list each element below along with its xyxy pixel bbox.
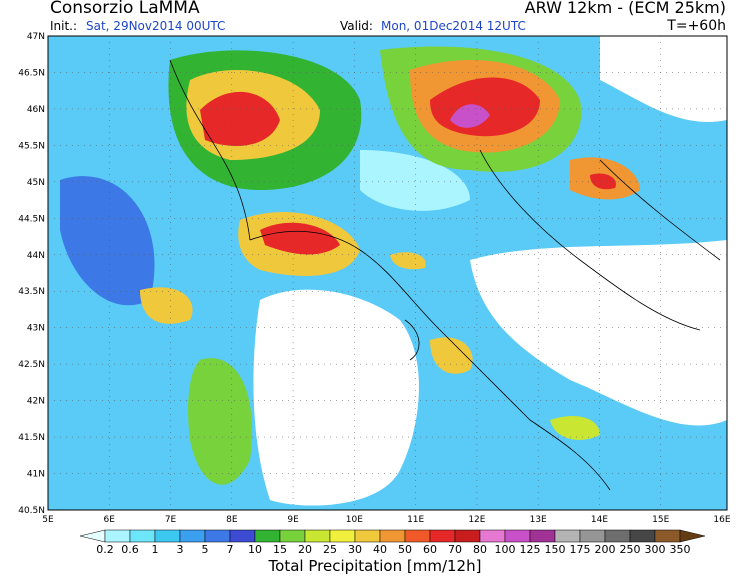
colorbar-label: 350 bbox=[670, 543, 691, 556]
lon-label: 5E bbox=[42, 515, 54, 525]
model: ARW 12km - (ECM 25km) bbox=[525, 0, 726, 17]
lon-label: 12E bbox=[468, 515, 485, 525]
lon-label: 13E bbox=[530, 515, 547, 525]
valid-label: Valid: bbox=[340, 19, 373, 33]
colorbar-swatch bbox=[304, 529, 331, 543]
colorbar-label: 1 bbox=[152, 543, 159, 556]
lat-label: 40.5N bbox=[18, 506, 45, 516]
colorbar-label: 7 bbox=[227, 543, 234, 556]
colorbar-title: Total Precipitation [mm/12h] bbox=[268, 557, 482, 575]
colorbar-label: 3 bbox=[177, 543, 184, 556]
colorbar-swatch bbox=[104, 529, 131, 543]
lon-label: 6E bbox=[104, 515, 116, 525]
init-label: Init.: bbox=[50, 19, 77, 33]
title: Consorzio LaMMA bbox=[50, 0, 200, 18]
colorbar-label: 250 bbox=[620, 543, 641, 556]
colorbar-swatch bbox=[179, 529, 206, 543]
colorbar-swatch bbox=[629, 529, 656, 543]
lon-label: 9E bbox=[287, 515, 299, 525]
colorbar-swatch bbox=[604, 529, 631, 543]
colorbar-swatch bbox=[379, 529, 406, 543]
lat-label: 41N bbox=[27, 470, 45, 480]
colorbar-swatch bbox=[579, 529, 606, 543]
colorbar-swatch bbox=[454, 529, 481, 543]
lat-label: 47N bbox=[27, 32, 45, 42]
colorbar-label: 0.6 bbox=[121, 543, 139, 556]
colorbar-swatch bbox=[504, 529, 531, 543]
colorbar-swatch bbox=[204, 529, 231, 543]
colorbar: 0.2 0.6 1 3 5 7 10 15 20 25 30 40 50 60 70 80 100 125 150 1… bbox=[79, 529, 706, 556]
colorbar-swatch bbox=[529, 529, 556, 543]
colorbar-label: 10 bbox=[248, 543, 262, 556]
colorbar-swatch bbox=[254, 529, 281, 543]
lat-label: 43N bbox=[27, 324, 45, 334]
colorbar-label: 200 bbox=[595, 543, 616, 556]
colorbar-label: 175 bbox=[570, 543, 591, 556]
lon-label: 14E bbox=[591, 515, 608, 525]
colorbar-label: 70 bbox=[448, 543, 462, 556]
lat-label: 41.5N bbox=[18, 433, 45, 443]
lat-label: 44.5N bbox=[18, 214, 45, 224]
lat-label: 44N bbox=[27, 251, 45, 261]
lat-label: 42.5N bbox=[18, 360, 45, 370]
colorbar-label: 25 bbox=[323, 543, 337, 556]
colorbar-swatch bbox=[279, 529, 306, 543]
colorbar-label: 80 bbox=[473, 543, 487, 556]
colorbar-label: 150 bbox=[545, 543, 566, 556]
lat-label: 46N bbox=[27, 105, 45, 115]
valid-date: Mon, 01Dec2014 12UTC bbox=[381, 19, 526, 33]
colorbar-label: 100 bbox=[495, 543, 516, 556]
colorbar-swatch bbox=[229, 529, 256, 543]
lon-label: 7E bbox=[165, 515, 177, 525]
colorbar-swatch bbox=[654, 529, 681, 543]
colorbar-label: 50 bbox=[398, 543, 412, 556]
colorbar-label: 20 bbox=[298, 543, 312, 556]
lat-label: 45.5N bbox=[18, 141, 45, 151]
colorbar-label: 5 bbox=[202, 543, 209, 556]
colorbar-swatch bbox=[329, 529, 356, 543]
lat-label: 43.5N bbox=[18, 287, 45, 297]
map-frame bbox=[47, 35, 728, 511]
lon-label: 11E bbox=[407, 515, 424, 525]
colorbar-swatch bbox=[404, 529, 431, 543]
colorbar-label: 0.2 bbox=[96, 543, 114, 556]
colorbar-label: 125 bbox=[520, 543, 541, 556]
colorbar-swatch bbox=[479, 529, 506, 543]
colorbar-label: 300 bbox=[645, 543, 666, 556]
colorbar-swatch bbox=[354, 529, 381, 543]
colorbar-label: 60 bbox=[423, 543, 437, 556]
lon-label: 15E bbox=[652, 515, 669, 525]
lon-label: 8E bbox=[226, 515, 238, 525]
colorbar-swatch bbox=[129, 529, 156, 543]
colorbar-arrow-left bbox=[79, 529, 106, 543]
colorbar-label: 40 bbox=[373, 543, 387, 556]
colorbar-arrow-right bbox=[679, 529, 706, 543]
colorbar-label: 15 bbox=[273, 543, 287, 556]
colorbar-swatch bbox=[554, 529, 581, 543]
lon-label: 16E bbox=[713, 515, 730, 525]
init-date: Sat, 29Nov2014 00UTC bbox=[86, 19, 225, 33]
lat-label: 46.5N bbox=[18, 68, 45, 78]
lon-label: 10E bbox=[346, 515, 363, 525]
lat-label: 42N bbox=[27, 397, 45, 407]
colorbar-swatch bbox=[429, 529, 456, 543]
coastline bbox=[169, 59, 721, 491]
lat-label: 45N bbox=[27, 178, 45, 188]
colorbar-swatch bbox=[154, 529, 181, 543]
lead-time: T=+60h bbox=[666, 18, 726, 34]
colorbar-label: 30 bbox=[348, 543, 362, 556]
graticule: 47N 46.5N 46N 45.5N 45N 44.5N 44N 43.5N 43N 42.5N… bbox=[18, 32, 731, 525]
